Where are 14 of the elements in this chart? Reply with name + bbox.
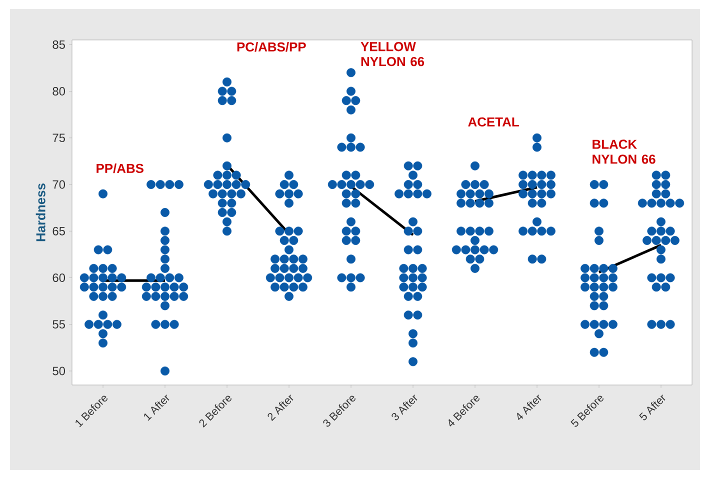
y-tick-label: 80	[52, 87, 66, 96]
y-tick-label: 60	[52, 274, 66, 282]
annotation: PP/ABS	[96, 163, 144, 174]
y-tick-label: 65	[52, 226, 65, 236]
annotation: PC/ABS/PP	[237, 42, 306, 52]
y-tick-label: 85	[52, 40, 65, 49]
annotation: ACETAL	[468, 117, 519, 126]
annotation: BLACK NYLON 66	[592, 140, 656, 164]
y-axis-title: Hardness	[36, 184, 46, 242]
y-tick-label: 75	[52, 134, 65, 142]
y-tick-label: 50	[52, 366, 66, 376]
y-tick-label: 55	[52, 320, 65, 329]
annotation: YELLOW NYLON 66	[360, 42, 424, 66]
y-tick-label: 70	[52, 180, 66, 189]
